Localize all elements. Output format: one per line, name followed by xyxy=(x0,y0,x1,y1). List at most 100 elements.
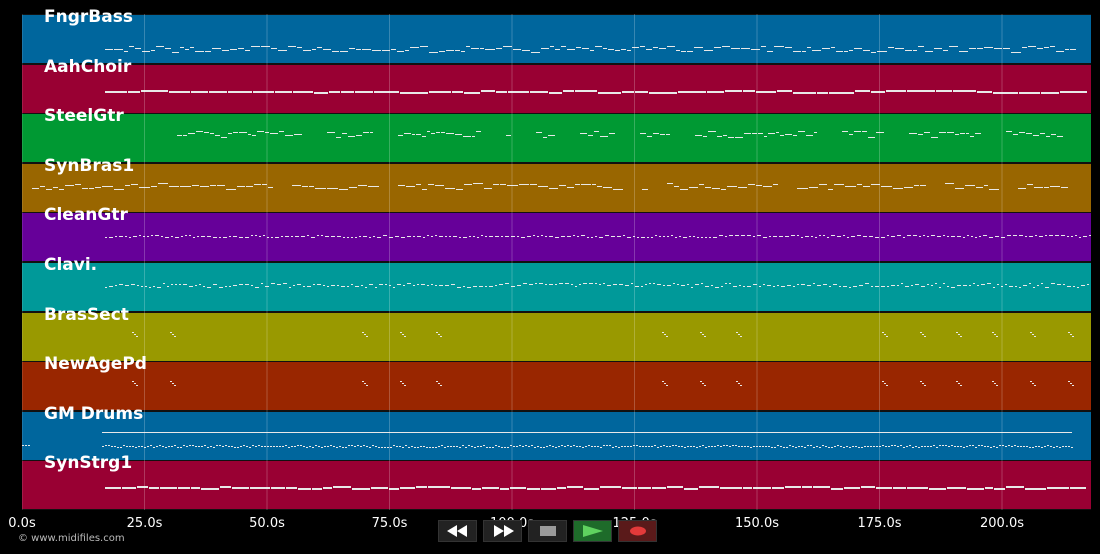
midi-note xyxy=(1071,447,1073,448)
midi-note xyxy=(683,237,687,238)
midi-note xyxy=(134,334,136,335)
stop-button[interactable] xyxy=(528,520,567,542)
midi-note xyxy=(340,51,348,52)
midi-note xyxy=(337,236,341,237)
play-button[interactable] xyxy=(573,520,612,542)
midi-note xyxy=(559,283,563,284)
midi-note xyxy=(662,381,664,382)
midi-note xyxy=(834,446,836,447)
midi-note xyxy=(829,286,831,287)
midi-note xyxy=(663,236,665,237)
midi-note xyxy=(464,92,480,94)
midi-note xyxy=(642,446,644,447)
midi-note xyxy=(895,48,904,49)
midi-note xyxy=(1051,283,1055,284)
midi-note xyxy=(555,49,560,50)
midi-note xyxy=(407,283,411,284)
midi-note xyxy=(645,446,647,447)
midi-note xyxy=(588,135,593,136)
midi-note xyxy=(763,284,765,285)
midi-note xyxy=(897,235,901,236)
record-button[interactable] xyxy=(618,520,657,542)
midi-note xyxy=(871,52,876,53)
midi-note xyxy=(531,52,540,53)
midi-note xyxy=(513,49,521,50)
midi-note xyxy=(767,285,771,286)
fast-forward-button[interactable] xyxy=(483,520,522,542)
midi-note xyxy=(787,285,791,286)
midi-note xyxy=(743,286,745,287)
midi-note xyxy=(226,189,236,190)
midi-note xyxy=(983,235,987,236)
midi-note xyxy=(423,237,425,238)
midi-note xyxy=(934,48,942,49)
midi-note xyxy=(585,446,587,447)
midi-note xyxy=(441,132,445,133)
midi-note xyxy=(125,185,130,186)
midi-note xyxy=(1072,336,1074,337)
midi-note xyxy=(705,187,711,188)
midi-note xyxy=(719,235,723,236)
midi-note xyxy=(378,447,380,448)
midi-note xyxy=(743,90,755,92)
midi-note xyxy=(642,189,648,190)
midi-note xyxy=(417,284,419,285)
midi-note xyxy=(195,51,204,52)
midi-note xyxy=(143,236,145,237)
midi-note xyxy=(993,287,995,288)
midi-note xyxy=(451,487,471,489)
midi-note xyxy=(960,385,962,386)
note-lane xyxy=(105,235,1091,238)
midi-note xyxy=(930,446,932,447)
midi-note xyxy=(1039,236,1043,237)
midi-note xyxy=(619,284,623,285)
midi-note xyxy=(893,188,903,189)
midi-note xyxy=(65,185,74,186)
midi-note xyxy=(1025,236,1027,237)
midi-note xyxy=(671,235,673,236)
midi-note xyxy=(793,92,816,94)
midi-note xyxy=(53,187,58,188)
midi-note xyxy=(40,186,45,187)
midi-note xyxy=(156,46,164,47)
midi-note xyxy=(649,283,651,284)
midi-note xyxy=(823,235,825,236)
midi-note xyxy=(849,50,853,51)
midi-note xyxy=(689,236,691,237)
midi-note xyxy=(505,236,509,237)
midi-note xyxy=(228,446,230,447)
midi-note xyxy=(870,446,872,447)
midi-note xyxy=(225,286,227,287)
midi-note xyxy=(332,51,339,52)
midi-note xyxy=(463,136,471,137)
midi-note xyxy=(352,488,370,490)
midi-note xyxy=(699,184,704,185)
midi-note xyxy=(286,487,297,489)
midi-note xyxy=(653,133,659,134)
midi-note xyxy=(854,131,861,132)
midi-note xyxy=(757,235,761,236)
midi-note xyxy=(362,381,364,382)
midi-note xyxy=(575,90,597,92)
midi-note xyxy=(232,487,249,489)
midi-note xyxy=(861,486,875,488)
midi-note xyxy=(517,236,519,237)
midi-note xyxy=(906,446,908,447)
midi-note xyxy=(704,385,706,386)
midi-note xyxy=(371,487,388,489)
midi-note xyxy=(903,237,905,238)
midi-note xyxy=(429,447,431,448)
midi-note xyxy=(776,132,779,133)
midi-note xyxy=(265,286,269,287)
midi-note xyxy=(391,49,396,50)
midi-note xyxy=(558,446,560,447)
midi-note xyxy=(732,445,734,446)
rewind-button[interactable] xyxy=(438,520,477,542)
midi-note xyxy=(708,131,716,132)
midi-note xyxy=(1056,446,1058,447)
midi-note xyxy=(459,237,461,238)
midi-note xyxy=(937,236,941,237)
midi-note xyxy=(327,132,335,133)
midi-note xyxy=(666,336,668,337)
midi-note xyxy=(427,235,429,236)
